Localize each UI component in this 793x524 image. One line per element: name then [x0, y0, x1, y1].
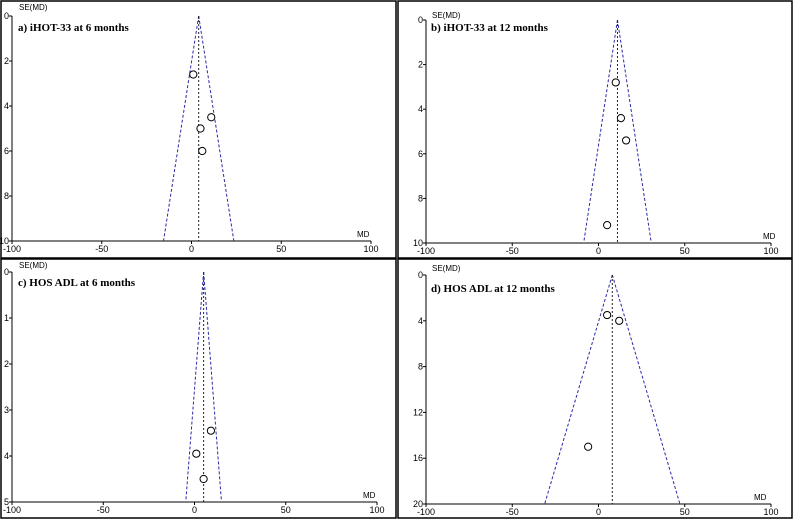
panel-b-ytick-label: 0: [418, 15, 423, 25]
panel-a-study-point: [207, 113, 216, 122]
panel-b-title: b) iHOT-33 at 12 months: [431, 22, 549, 34]
panel-c-ytick-label: 5: [4, 497, 9, 507]
panel-d-funnel-right-limit: [611, 274, 681, 505]
panel-b-study-point: [603, 221, 612, 230]
panel-d-xtick-label: 50: [680, 507, 690, 517]
panel-d-study-point: [615, 316, 624, 325]
panel-b-ytick-label: 2: [418, 60, 423, 70]
panel-a-xtick-label: 50: [276, 244, 286, 254]
panel-a-xtick-label: 100: [363, 244, 378, 254]
panel-c-study-point: [206, 426, 216, 435]
panel-a-xlabel: MD: [357, 230, 370, 239]
panel-d-xlabel: MD: [754, 493, 767, 502]
panel-b-xlabel: MD: [763, 232, 776, 241]
panel-d-ytick-label: 12: [413, 407, 423, 417]
panel-c-ylabel: SE(MD): [19, 261, 48, 270]
panel-d-funnel-left-limit: [544, 274, 613, 505]
panel-d-ytick-label: 4: [418, 316, 423, 326]
panel-d-ytick-label: 0: [418, 270, 423, 280]
panel-d-xtick-label: -100: [417, 507, 435, 517]
panel-c-funnel-left-limit: [185, 271, 205, 503]
panel-a-ytick-label: 2: [4, 56, 9, 66]
panel-b-xtick-label: 100: [763, 246, 778, 256]
panel-d-ytick-label: 20: [413, 499, 423, 509]
panel-a-ytick-label: 6: [4, 146, 9, 156]
panel-c-study-point: [199, 474, 208, 484]
panel-b-ylabel: SE(MD): [432, 11, 461, 20]
panel-c-ytick-label: 3: [4, 405, 9, 415]
panel-d-xtick-label: 0: [596, 507, 601, 517]
panel-c-xtick-label: 100: [369, 505, 384, 515]
panel-d-study-point: [584, 442, 593, 451]
panel-b-xtick-label: -100: [417, 246, 435, 256]
panel-a-funnel-right-limit: [198, 15, 235, 242]
panel-c-funnel-right-limit: [203, 271, 223, 503]
panel-a-study-point: [196, 124, 205, 133]
panel-frame-a: [0, 0, 397, 259]
panel-b-xtick-label: 0: [596, 246, 601, 256]
panel-a-xtick-label: 0: [189, 244, 194, 254]
panel-b-ytick-label: 4: [418, 104, 423, 114]
panel-c-xtick-label: -50: [97, 505, 110, 515]
panel-a-study-point: [198, 146, 207, 156]
panel-c-xtick-label: 50: [281, 505, 291, 515]
panel-d-ytick-label: 8: [418, 362, 423, 372]
panel-b-ytick-label: 8: [418, 193, 423, 203]
panel-b-xtick-label: -50: [506, 246, 519, 256]
panel-c-xtick-label: -100: [3, 505, 21, 515]
panel-frame-b: [397, 0, 793, 259]
panel-b-study-point: [622, 136, 631, 145]
panel-c-ytick-label: 4: [4, 451, 9, 461]
panel-c-xlabel: MD: [363, 491, 376, 500]
panel-a-study-point: [189, 70, 198, 79]
panel-b-xtick-label: 50: [680, 246, 690, 256]
panel-a-ytick-label: 10: [0, 236, 9, 246]
panel-d-ytick-label: 16: [413, 453, 423, 463]
panel-a-ytick-label: 0: [4, 11, 9, 21]
panel-frame-c: [0, 258, 397, 519]
panel-d-ylabel: SE(MD): [432, 264, 461, 273]
panel-d-study-point: [603, 310, 612, 320]
panel-c-title: c) HOS ADL at 6 months: [18, 277, 136, 289]
panel-b-ytick-label: 10: [413, 238, 423, 248]
panel-d-title: d) HOS ADL at 12 months: [431, 283, 555, 295]
panel-b-study-point: [616, 114, 626, 123]
panel-c-ytick-label: 2: [4, 359, 9, 369]
panel-d-xtick-label: 100: [763, 507, 778, 517]
panel-a-title: a) iHOT-33 at 6 months: [18, 22, 130, 34]
panel-a-funnel-left-limit: [163, 15, 200, 242]
panel-c-ytick-label: 1: [4, 313, 9, 323]
panel-b-ytick-label: 6: [418, 149, 423, 159]
panel-a-ytick-label: 4: [4, 101, 9, 111]
panel-c-xtick-label: 0: [192, 505, 197, 515]
panel-a-ytick-label: 8: [4, 191, 9, 201]
panel-b-study-point: [611, 78, 620, 87]
panel-b-funnel-right-limit: [616, 19, 652, 244]
panel-c-ytick-label: 0: [4, 267, 9, 277]
panel-d-xtick-label: -50: [506, 507, 519, 517]
panel-c-study-point: [192, 449, 201, 458]
panel-a-xtick-label: -50: [95, 244, 108, 254]
panel-frame-d: [397, 258, 793, 519]
panel-a-ylabel: SE(MD): [19, 3, 48, 12]
panel-b-funnel-left-limit: [583, 19, 618, 244]
panel-a-xtick-label: -100: [3, 244, 21, 254]
